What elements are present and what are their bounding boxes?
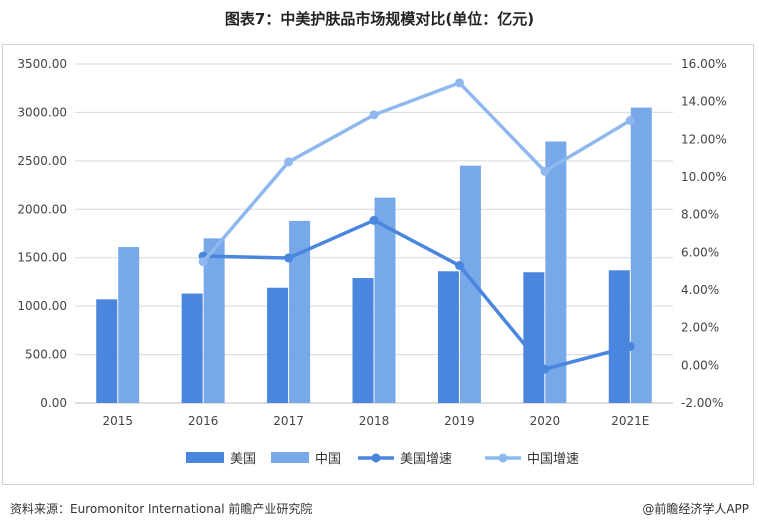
y2-tick-label: 16.00%: [681, 57, 727, 71]
bar: [96, 299, 118, 403]
line-point: [284, 253, 294, 263]
y-tick-label: 3000.00: [17, 105, 67, 119]
line-point: [454, 78, 464, 88]
y-tick-label: 500.00: [25, 348, 67, 362]
y2-tick-label: 8.00%: [681, 208, 719, 222]
bar: [267, 287, 289, 403]
x-tick-label: 2017: [273, 414, 304, 428]
bar: [352, 278, 374, 403]
bar: [545, 141, 567, 403]
y2-tick-label: 10.00%: [681, 170, 727, 184]
bar-layer: [96, 107, 652, 404]
bar: [523, 272, 545, 403]
line-point: [540, 364, 550, 374]
legend-swatch: [186, 452, 224, 463]
y-tick-label: 0.00: [40, 396, 67, 410]
y2-tick-label: 0.00%: [681, 358, 719, 372]
y-tick-label: 1500.00: [17, 251, 67, 265]
x-tick-label: 2016: [188, 414, 219, 428]
y-tick-label: 2000.00: [17, 202, 67, 216]
y2-tick-label: 2.00%: [681, 321, 719, 335]
legend-swatch: [271, 452, 309, 463]
line-point: [369, 110, 379, 120]
legend: 美国 中国 美国增速 中国增速: [186, 452, 579, 467]
legend-label: 美国增速: [400, 452, 452, 467]
legend-marker: [498, 453, 508, 463]
y2-tick-label: -2.00%: [681, 396, 723, 410]
source-label: 资料来源：Euromonitor International 前瞻产业研究院: [10, 502, 313, 516]
line-point: [198, 257, 208, 267]
chart-canvas: 0.00 500.00 1000.00 1500.00 2000.00 2500.00 30…: [17, 57, 726, 467]
bar: [608, 270, 630, 403]
x-tick-label: 2020: [530, 414, 561, 428]
series-line: [201, 81, 632, 263]
bar: [118, 247, 140, 403]
legend-marker: [371, 453, 381, 463]
bar: [374, 197, 396, 403]
chart-frame: 0.00 500.00 1000.00 1500.00 2000.00 2500.00 30…: [2, 44, 754, 485]
y2-tick-label: 12.00%: [681, 132, 727, 146]
x-tick-label: 2018: [359, 414, 390, 428]
y-tick-label: 1000.00: [17, 299, 67, 313]
y-tick-label: 2500.00: [17, 154, 67, 168]
line-point: [454, 261, 464, 271]
legend-label: 中国: [315, 452, 341, 467]
bar: [181, 293, 203, 403]
y-tick-label: 3500.00: [17, 57, 67, 71]
axis-layer: 0.00 500.00 1000.00 1500.00 2000.00 2500.00 30…: [17, 57, 726, 428]
line-point: [284, 157, 294, 167]
chart-title: 图表7：中美护肤品市场规模对比(单位：亿元): [224, 10, 535, 28]
line-point: [625, 116, 635, 125]
brand-label: @前瞻经济学人APP: [642, 502, 749, 516]
line-layer: [198, 78, 635, 374]
x-tick-label: 2021E: [611, 414, 649, 428]
line-point: [540, 166, 550, 176]
grid-layer: [75, 63, 673, 404]
bar: [289, 220, 311, 403]
footer: 资料来源：Euromonitor International 前瞻产业研究院 @…: [0, 496, 759, 527]
bar: [459, 165, 481, 403]
series-line: [203, 218, 631, 371]
legend-label: 中国增速: [527, 452, 579, 467]
y2-tick-label: 4.00%: [681, 283, 719, 297]
bar: [630, 107, 652, 404]
line-point: [625, 342, 635, 351]
y2-tick-label: 14.00%: [681, 95, 727, 109]
y2-tick-label: 6.00%: [681, 245, 719, 259]
x-tick-label: 2015: [102, 414, 133, 428]
bar: [203, 238, 225, 403]
x-tick-label: 2019: [444, 414, 475, 428]
legend-label: 美国: [230, 452, 256, 467]
bar: [437, 271, 459, 403]
line-point: [369, 215, 379, 225]
